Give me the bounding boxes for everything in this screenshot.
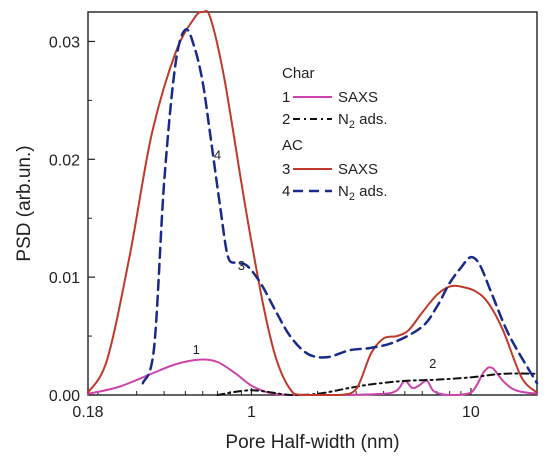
- x-axis-title: Pore Half-width (nm): [225, 432, 399, 453]
- legend-label-main: N: [338, 111, 349, 128]
- x-tick-label: 0.18: [72, 404, 103, 421]
- legend-label-suffix: ads.: [355, 183, 388, 200]
- legend-label-main: N: [338, 183, 349, 200]
- series-mark-labels: 1 2 3 4: [193, 147, 437, 371]
- y-axis-title: PSD (arb.un.): [14, 145, 35, 261]
- legend-group-title: AC: [282, 137, 303, 154]
- series-2-line: [216, 372, 538, 396]
- legend-entry-number: 4: [282, 183, 290, 200]
- legend-entry-label: N2 ads.: [338, 111, 388, 131]
- legend-entry-label: SAXS: [338, 89, 378, 106]
- legend-label-main: SAXS: [338, 89, 378, 106]
- y-tick-label: 0.03: [49, 34, 80, 51]
- series-4-line: [141, 27, 539, 385]
- y-tick-label: 0.00: [49, 388, 80, 405]
- legend-entry-label: N2 ads.: [338, 183, 388, 203]
- legend-entry-number: 1: [282, 89, 290, 106]
- series-4-curve-label: 4: [214, 147, 221, 162]
- y-tick-label: 0.02: [49, 152, 80, 169]
- series-2-curve-label: 2: [429, 356, 436, 371]
- series-1-line: [87, 358, 538, 396]
- legend-entry-label: SAXS: [338, 161, 378, 178]
- legend-entry-number: 2: [282, 111, 290, 128]
- legend-entry-number: 3: [282, 161, 290, 178]
- series-1-curve-label: 1: [193, 342, 200, 357]
- y-tick-label: 0.01: [49, 270, 80, 287]
- x-tick-label: 1: [247, 404, 256, 421]
- series-3-curve-label: 3: [238, 258, 245, 273]
- legend-label-main: SAXS: [338, 161, 378, 178]
- legend-label-suffix: ads.: [355, 111, 388, 128]
- plot-series: [87, 9, 539, 396]
- x-tick-label: 10: [462, 404, 480, 421]
- legend-label-subscript: 2: [349, 119, 355, 131]
- legend-group-title: Char: [282, 65, 315, 82]
- legend-label-subscript: 2: [349, 191, 355, 203]
